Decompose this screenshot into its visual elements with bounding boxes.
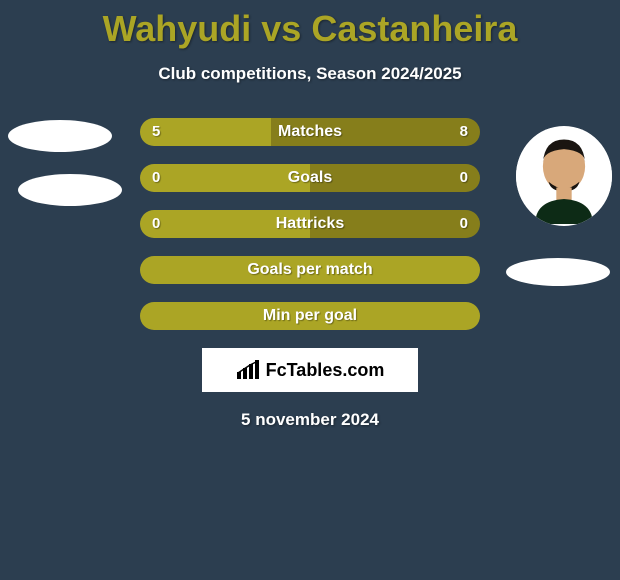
player2-avatar-svg — [516, 126, 612, 226]
page-title: Wahyudi vs Castanheira — [0, 0, 620, 50]
stat-row: 58Matches — [140, 118, 480, 146]
stat-label: Hattricks — [140, 210, 480, 238]
player1-avatar — [8, 120, 112, 152]
stat-label: Min per goal — [140, 302, 480, 330]
logo-bars-icon — [236, 360, 262, 380]
stat-row: 00Hattricks — [140, 210, 480, 238]
stat-row: Goals per match — [140, 256, 480, 284]
logo-box[interactable]: FcTables.com — [202, 348, 418, 392]
subtitle: Club competitions, Season 2024/2025 — [0, 64, 620, 84]
stats-rows: 58Matches 00Goals 00Hattricks Goals per mat… — [140, 118, 480, 330]
logo: FcTables.com — [236, 360, 385, 381]
stat-label: Goals — [140, 164, 480, 192]
player2-name: Castanheira — [311, 8, 517, 49]
stat-row: 00Goals — [140, 164, 480, 192]
stat-label: Matches — [140, 118, 480, 146]
player2-avatar — [516, 126, 612, 226]
player1-shadow-oval — [18, 174, 122, 206]
player2-shadow-oval — [506, 258, 610, 286]
vs-text: vs — [261, 8, 301, 49]
logo-text: FcTables.com — [266, 360, 385, 381]
stat-row: Min per goal — [140, 302, 480, 330]
player1-name: Wahyudi — [103, 8, 252, 49]
stat-label: Goals per match — [140, 256, 480, 284]
date: 5 november 2024 — [0, 410, 620, 430]
